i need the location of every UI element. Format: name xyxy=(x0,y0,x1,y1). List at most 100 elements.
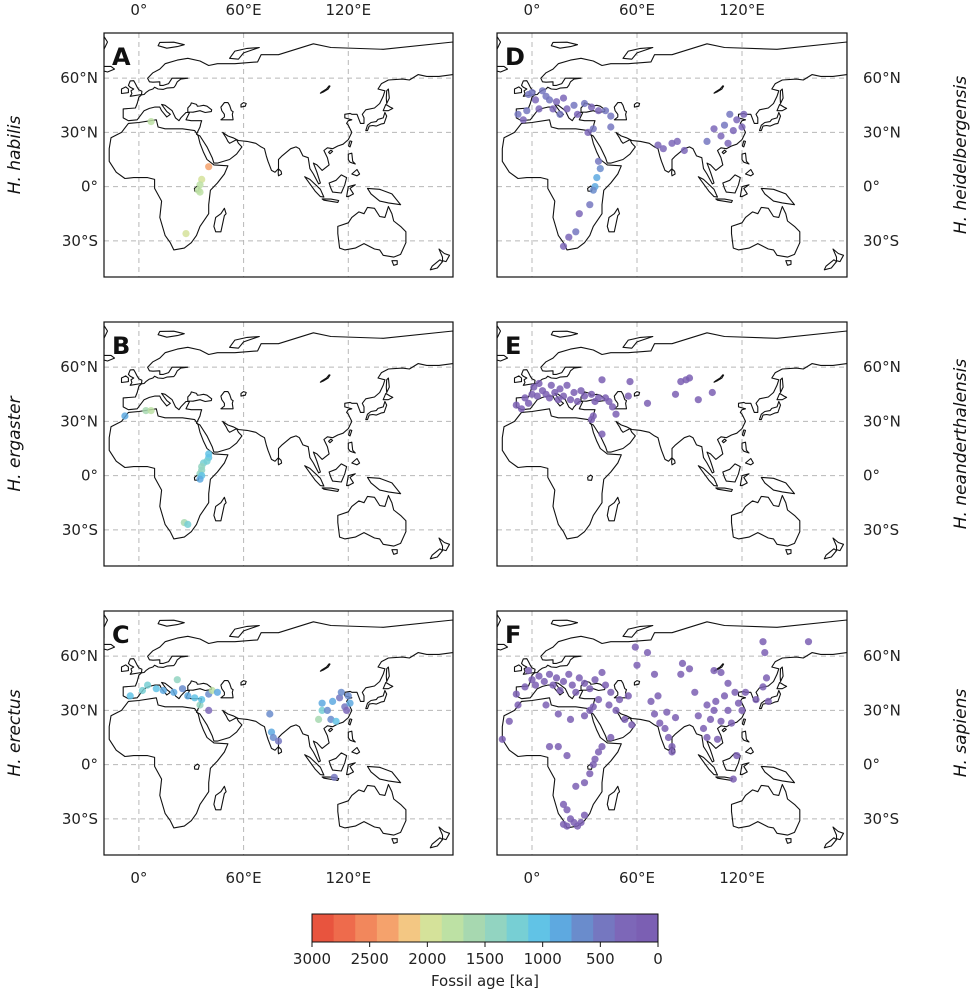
coastline xyxy=(187,680,213,692)
coastline xyxy=(319,374,331,383)
coastline xyxy=(613,391,628,410)
map-panel-d: D 60°N 30°N 0° 30°S 0° 60°E 120°E H. heidelberge… xyxy=(496,1,971,278)
lon-tick-label: 60°E xyxy=(226,869,262,887)
coastline xyxy=(108,408,229,540)
fossil-point xyxy=(566,396,575,404)
fossil-point xyxy=(712,697,720,706)
coastline xyxy=(520,658,536,675)
fossil-point xyxy=(724,139,732,147)
fossil-point xyxy=(804,638,813,646)
fossil-point xyxy=(607,688,615,696)
coastline xyxy=(497,643,509,651)
fossil-point xyxy=(717,717,725,725)
lat-tick-label: 30°N xyxy=(863,412,901,430)
fossil-point xyxy=(727,719,736,727)
fossil-points xyxy=(512,374,716,438)
coastline xyxy=(229,335,260,349)
colorbar-tick-label: 1500 xyxy=(466,950,504,968)
fossil-point xyxy=(631,643,639,651)
fossil-point xyxy=(587,390,596,398)
fossil-point xyxy=(710,125,718,133)
panel-frame xyxy=(103,32,454,278)
coastline xyxy=(277,168,283,177)
fossil-point xyxy=(152,685,160,693)
fossil-point xyxy=(343,706,351,715)
fossil-points xyxy=(498,638,813,830)
lat-tick-label: 30°S xyxy=(62,521,98,539)
colorbar-swatch xyxy=(420,914,443,942)
fossil-point xyxy=(519,116,527,124)
fossil-point xyxy=(126,692,134,700)
fossil-point xyxy=(717,132,725,140)
coastline xyxy=(328,149,334,155)
panel-label: E xyxy=(505,332,521,360)
colorbar-swatch xyxy=(571,914,594,942)
coastline xyxy=(328,174,348,194)
fossil-point xyxy=(586,685,594,693)
fossil-point xyxy=(559,94,568,102)
fossil-point xyxy=(678,659,687,668)
fossil-point xyxy=(647,697,655,706)
fossil-point xyxy=(512,690,520,698)
panel-label: F xyxy=(505,621,521,649)
coastline xyxy=(351,746,361,755)
coastline xyxy=(741,441,750,454)
coastline xyxy=(785,549,792,555)
fossil-point xyxy=(545,743,554,751)
fossil-point xyxy=(198,696,206,704)
colorbar-swatch xyxy=(528,914,551,942)
fossil-point xyxy=(198,175,206,183)
coastline xyxy=(385,666,390,683)
fossil-point xyxy=(598,376,606,384)
colorbar-swatch xyxy=(485,914,508,942)
fossil-point xyxy=(575,210,583,218)
fossil-point xyxy=(663,708,671,716)
fossil-point xyxy=(514,701,522,709)
coastline xyxy=(832,248,845,263)
fossil-point xyxy=(626,378,634,386)
fossil-point xyxy=(337,688,345,696)
fossil-point xyxy=(559,800,568,809)
coastline xyxy=(120,375,129,384)
panel-background xyxy=(104,611,453,855)
fossil-point xyxy=(764,697,772,706)
coastline xyxy=(108,697,229,829)
lon-tick-label: 0° xyxy=(130,869,147,887)
fossil-point xyxy=(741,688,750,696)
lat-tick-label: 30°S xyxy=(62,232,98,250)
colorbar: 3000 2500 2000 1500 1000 500 0 Fossil age [ka] xyxy=(293,913,663,990)
panel-background xyxy=(104,322,453,566)
coastline xyxy=(497,33,502,61)
fossil-point xyxy=(542,701,550,709)
lat-tick-label: 30°N xyxy=(60,412,98,430)
fossil-point xyxy=(738,123,746,131)
fossil-point xyxy=(142,407,150,415)
coastline xyxy=(550,330,579,338)
coastline xyxy=(127,80,143,97)
coastline xyxy=(697,176,719,198)
fossil-point xyxy=(535,105,543,113)
fossil-point xyxy=(545,394,554,402)
coastline xyxy=(365,400,388,421)
coastline xyxy=(741,140,747,148)
fossil-point xyxy=(178,685,187,693)
lat-tick-label: 0° xyxy=(81,467,98,485)
panel-background xyxy=(497,611,847,855)
fossil-point xyxy=(624,392,632,400)
coastline xyxy=(730,494,801,547)
coastline xyxy=(741,429,747,437)
lon-tick-label: 60°E xyxy=(226,1,262,19)
fossil-point xyxy=(671,714,680,722)
fossil-point xyxy=(710,667,718,675)
fossil-point xyxy=(591,755,599,763)
fossil-point xyxy=(184,692,192,700)
fossil-point xyxy=(708,388,716,397)
colorbar-swatch xyxy=(441,914,464,942)
coastline xyxy=(429,259,444,271)
fossil-point xyxy=(580,779,589,787)
coastline xyxy=(721,727,727,733)
colorbar-swatch xyxy=(636,914,659,942)
fossil-point xyxy=(535,672,543,680)
lat-tick-label: 60°N xyxy=(863,69,901,87)
